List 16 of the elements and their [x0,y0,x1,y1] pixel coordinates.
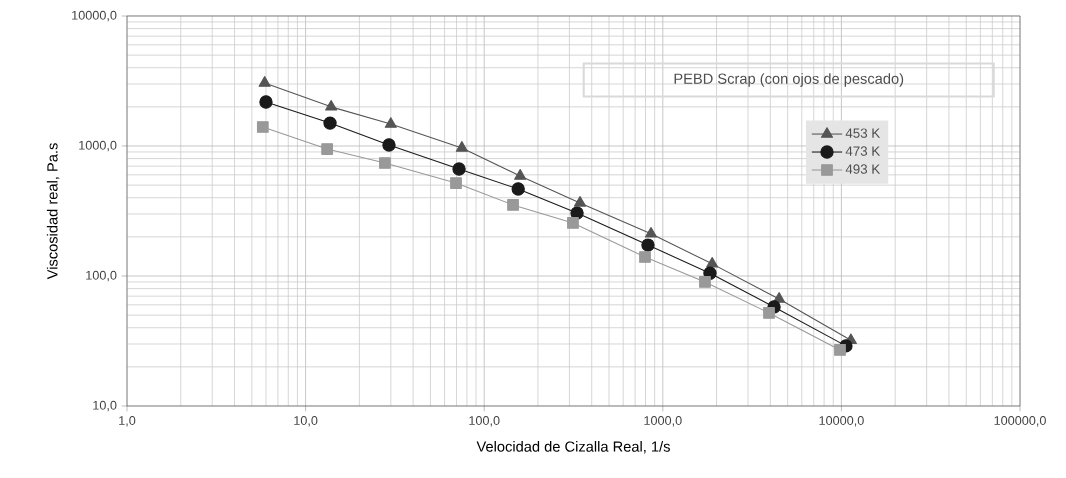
legend-label: 493 K [845,164,881,174]
y-tick-label: 10000,0 [72,10,117,22]
x-tick-label: 10000,0 [819,416,864,427]
annotation: PEBD Scrap (con ojos de pescado) [674,73,904,87]
legend-label: 473 K [845,146,881,156]
x-axis-title: Velocidad de Cizalla Real, 1/s [476,441,670,454]
x-tick-label: 1000,0 [644,416,682,427]
x-tick-label: 100,0 [469,416,500,427]
legend-label: 453 K [845,128,881,138]
y-tick-label: 10,0 [93,400,117,412]
x-tick-label: 1,0 [119,416,136,427]
y-axis-title: Viscosidad real, Pa.s [46,143,60,280]
y-tick-label: 1000,0 [79,140,117,152]
y-tick-label: 100,0 [86,270,117,282]
x-tick-label: 10,0 [294,416,318,427]
x-tick-label: 100000,0 [994,416,1046,427]
